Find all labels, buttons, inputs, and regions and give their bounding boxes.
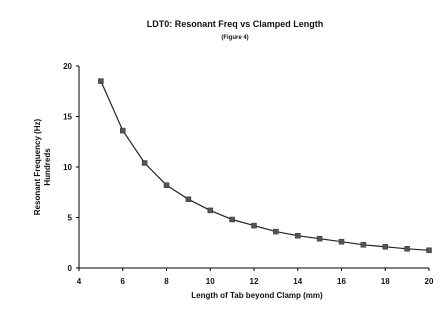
chart-subtitle: (Figure 4) <box>221 35 248 41</box>
x-tick-label: 4 <box>77 277 82 286</box>
data-point <box>207 207 214 214</box>
y-axis-label-line1: Resonant Frequency (Hz) <box>33 118 42 215</box>
data-point <box>120 127 126 134</box>
data-point <box>338 238 345 245</box>
y-tick-label: 20 <box>63 62 72 71</box>
data-point <box>251 222 257 229</box>
x-tick-label: 8 <box>164 277 169 286</box>
data-point <box>360 242 367 248</box>
data-point <box>185 196 192 203</box>
data-point <box>382 244 389 250</box>
series-line <box>100 80 430 251</box>
data-point <box>295 232 301 239</box>
x-tick-label: 14 <box>293 277 302 286</box>
y-axis-label-line2: Hundreds <box>43 148 52 186</box>
data-point <box>273 228 279 235</box>
y-tick-label: 0 <box>68 264 73 273</box>
x-axis-label: Length of Tab beyond Clamp (mm) <box>191 291 323 300</box>
data-point <box>229 216 235 223</box>
data-point <box>163 182 170 188</box>
x-tick-label: 10 <box>206 277 215 286</box>
data-point <box>98 78 104 84</box>
data-point <box>141 160 148 166</box>
data-point <box>426 247 432 254</box>
y-tick-label: 5 <box>68 214 73 223</box>
x-tick-label: 20 <box>425 277 434 286</box>
data-point <box>404 246 410 252</box>
x-tick-label: 16 <box>337 277 346 286</box>
chart-title: LDT0: Resonant Freq vs Clamped Length <box>147 19 324 29</box>
y-tick-label: 15 <box>63 113 72 122</box>
x-tick-label: 12 <box>250 277 259 286</box>
x-tick-label: 6 <box>121 277 126 286</box>
data-point <box>316 235 323 242</box>
x-tick-label: 18 <box>381 277 390 286</box>
plot-area: 0 5 10 15 20 4 6 8 10 12 14 16 18 20 <box>63 62 434 286</box>
y-tick-label: 10 <box>63 163 72 172</box>
